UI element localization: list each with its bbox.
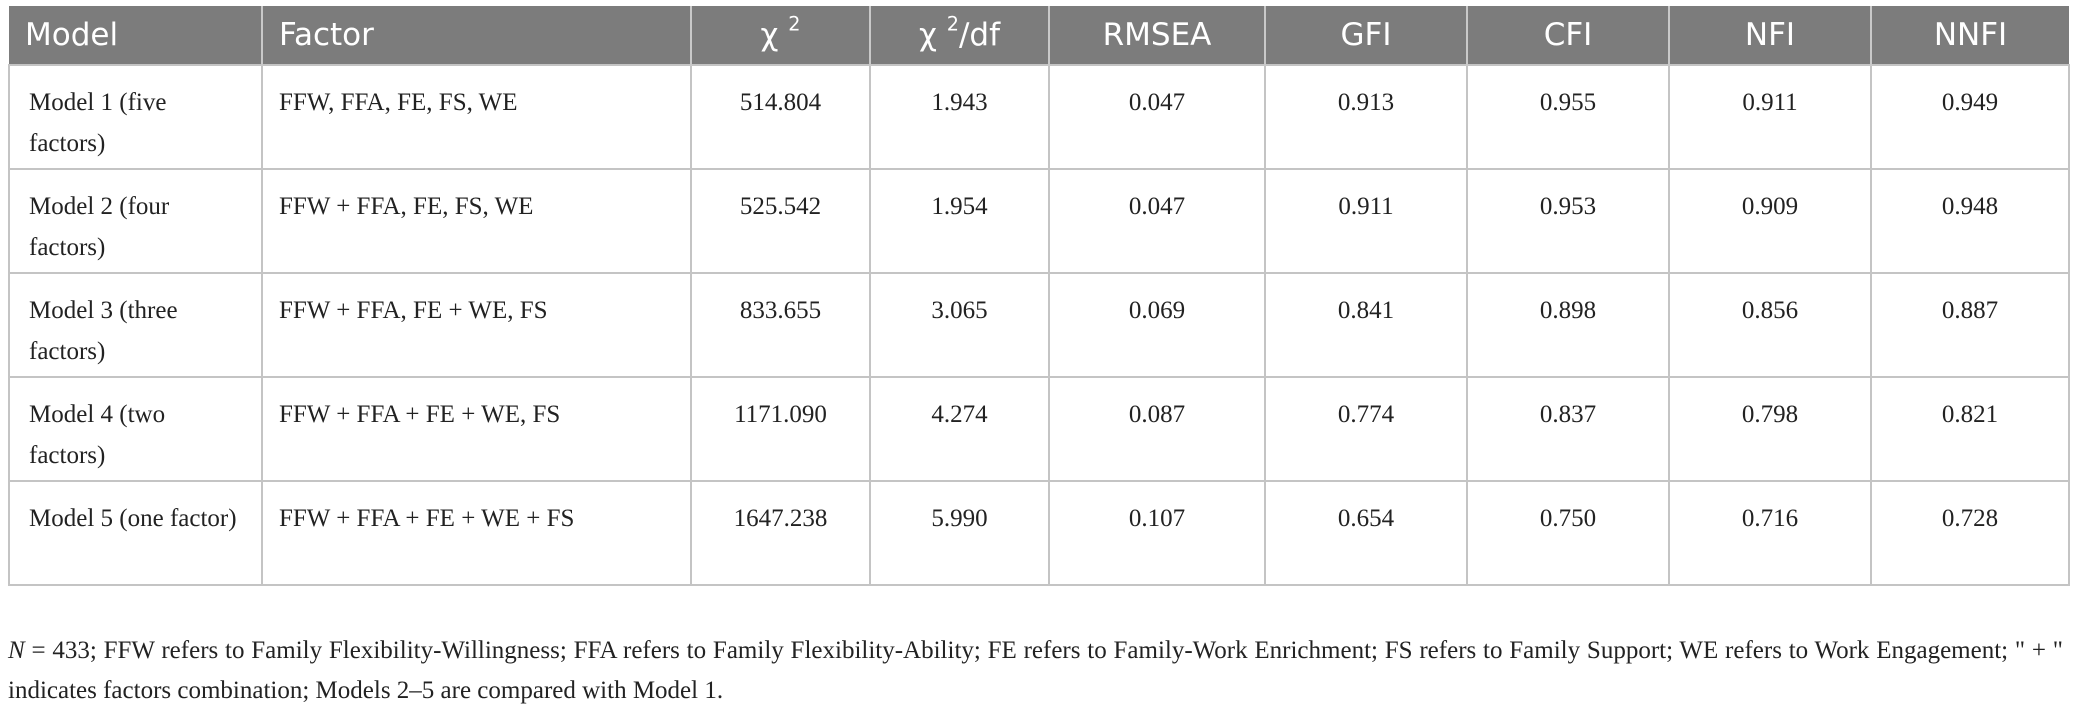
cell-chi-square-df: 1.943 xyxy=(869,64,1050,170)
header-row: Model Factor χ 2 χ 2/df RMSEA GFI CFI NF… xyxy=(9,6,2069,65)
table-body: Model 1 (five factors) FFW, FFA, FE, FS,… xyxy=(8,64,2070,586)
cell-gfi: 0.913 xyxy=(1264,64,1468,170)
cell-factor: FFW + FFA + FE + WE + FS xyxy=(261,480,692,586)
cell-factor: FFW, FFA, FE, FS, WE xyxy=(261,64,692,170)
table-row: Model 5 (one factor) FFW + FFA + FE + WE… xyxy=(8,480,2070,586)
table-row: Model 3 (three factors) FFW + FFA, FE + … xyxy=(8,272,2070,378)
cell-factor: FFW + FFA, FE, FS, WE xyxy=(261,168,692,274)
cell-rmsea: 0.087 xyxy=(1048,376,1266,482)
header-rmsea: RMSEA xyxy=(1049,6,1266,65)
cell-model: Model 3 (three factors) xyxy=(8,272,263,378)
cell-nfi: 0.856 xyxy=(1668,272,1872,378)
cell-rmsea: 0.107 xyxy=(1048,480,1266,586)
cell-nnfi: 0.887 xyxy=(1870,272,2070,378)
cell-nnfi: 0.728 xyxy=(1870,480,2070,586)
cell-chi-square: 1171.090 xyxy=(690,376,871,482)
df-suffix: /df xyxy=(958,17,1001,53)
cell-factor: FFW + FFA, FE + WE, FS xyxy=(261,272,692,378)
footnote-n-symbol: N xyxy=(8,637,25,664)
cell-nnfi: 0.821 xyxy=(1870,376,2070,482)
model-comparison-table: Model Factor χ 2 χ 2/df RMSEA GFI CFI NF… xyxy=(8,6,2070,586)
model-comparison-table-container: Model Factor χ 2 χ 2/df RMSEA GFI CFI NF… xyxy=(8,6,2070,586)
header-nfi: NFI xyxy=(1669,6,1872,65)
table-row: Model 1 (five factors) FFW, FFA, FE, FS,… xyxy=(8,64,2070,170)
cell-gfi: 0.774 xyxy=(1264,376,1468,482)
cell-cfi: 0.898 xyxy=(1466,272,1670,378)
chi-symbol: χ xyxy=(760,17,779,53)
cell-chi-square-df: 1.954 xyxy=(869,168,1050,274)
header-factor: Factor xyxy=(262,6,692,65)
cell-chi-square-df: 5.990 xyxy=(869,480,1050,586)
header-gfi: GFI xyxy=(1265,6,1468,65)
cell-gfi: 0.654 xyxy=(1264,480,1468,586)
header-model: Model xyxy=(9,6,263,65)
chi-symbol: χ xyxy=(918,17,937,53)
header-chi-square: χ 2 xyxy=(691,6,871,65)
cell-chi-square-df: 4.274 xyxy=(869,376,1050,482)
table-footnote: N = 433; FFW refers to Family Flexibilit… xyxy=(8,631,2063,711)
cell-factor: FFW + FFA + FE + WE, FS xyxy=(261,376,692,482)
table-row: Model 2 (four factors) FFW + FFA, FE, FS… xyxy=(8,168,2070,274)
cell-chi-square: 833.655 xyxy=(690,272,871,378)
cell-rmsea: 0.047 xyxy=(1048,168,1266,274)
cell-chi-square-df: 3.065 xyxy=(869,272,1050,378)
cell-nfi: 0.909 xyxy=(1668,168,1872,274)
cell-nfi: 0.911 xyxy=(1668,64,1872,170)
cell-model: Model 5 (one factor) xyxy=(8,480,263,586)
cell-gfi: 0.841 xyxy=(1264,272,1468,378)
cell-cfi: 0.953 xyxy=(1466,168,1670,274)
table-header: Model Factor χ 2 χ 2/df RMSEA GFI CFI NF… xyxy=(9,6,2069,65)
header-chi-square-df: χ 2/df xyxy=(870,6,1050,65)
chi-superscript: 2 xyxy=(788,12,801,36)
cell-model: Model 2 (four factors) xyxy=(8,168,263,274)
cell-nfi: 0.798 xyxy=(1668,376,1872,482)
cell-chi-square: 1647.238 xyxy=(690,480,871,586)
header-cfi: CFI xyxy=(1467,6,1670,65)
cell-cfi: 0.750 xyxy=(1466,480,1670,586)
table-row: Model 4 (two factors) FFW + FFA + FE + W… xyxy=(8,376,2070,482)
cell-rmsea: 0.069 xyxy=(1048,272,1266,378)
cell-model: Model 4 (two factors) xyxy=(8,376,263,482)
cell-nfi: 0.716 xyxy=(1668,480,1872,586)
chi-superscript: 2 xyxy=(946,12,959,36)
cell-chi-square: 514.804 xyxy=(690,64,871,170)
cell-cfi: 0.955 xyxy=(1466,64,1670,170)
cell-nnfi: 0.949 xyxy=(1870,64,2070,170)
cell-cfi: 0.837 xyxy=(1466,376,1670,482)
footnote-text: = 433; FFW refers to Family Flexibility-… xyxy=(8,637,2063,704)
cell-gfi: 0.911 xyxy=(1264,168,1468,274)
cell-rmsea: 0.047 xyxy=(1048,64,1266,170)
cell-chi-square: 525.542 xyxy=(690,168,871,274)
cell-model: Model 1 (five factors) xyxy=(8,64,263,170)
cell-nnfi: 0.948 xyxy=(1870,168,2070,274)
header-nnfi: NNFI xyxy=(1871,6,2069,65)
